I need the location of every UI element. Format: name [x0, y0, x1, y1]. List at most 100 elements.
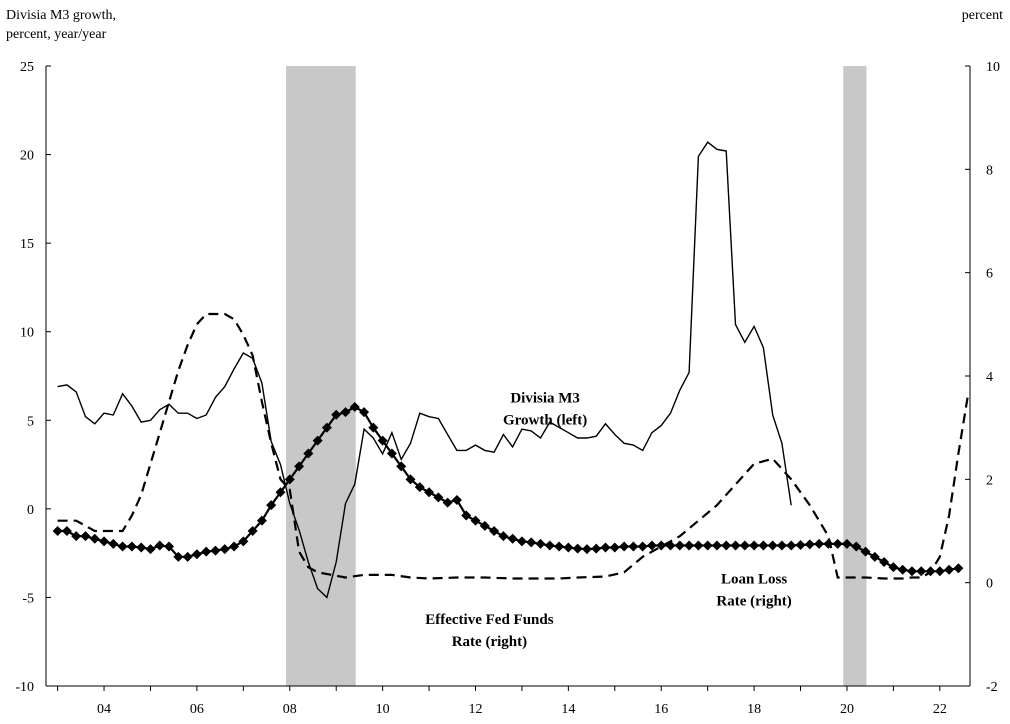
data-point-fedfunds [776, 540, 787, 551]
data-point-fedfunds [284, 474, 295, 485]
data-point-fedfunds [182, 551, 193, 562]
data-point-fedfunds [832, 538, 843, 549]
data-point-fedfunds [544, 540, 555, 551]
right-tick-label: 6 [986, 267, 993, 282]
data-point-fedfunds [674, 540, 685, 551]
recession-band-0 [286, 66, 356, 686]
data-point-fedfunds [349, 402, 360, 412]
data-point-fedfunds [581, 544, 592, 555]
data-point-fedfunds [201, 546, 212, 557]
data-point-fedfunds [331, 409, 342, 420]
data-point-fedfunds [52, 526, 63, 536]
data-point-fedfunds [711, 540, 722, 551]
data-point-fedfunds [879, 557, 890, 567]
data-point-fedfunds [693, 540, 704, 551]
data-point-fedfunds [897, 564, 908, 575]
annotation-0-line-1: Growth (left) [503, 413, 587, 429]
data-point-fedfunds [554, 541, 565, 552]
x-tick-label: 10 [376, 702, 390, 717]
x-tick-label: 08 [283, 702, 297, 717]
series-line-loanloss [57, 312, 969, 580]
data-point-fedfunds [424, 487, 435, 498]
data-point-fedfunds [749, 540, 760, 551]
data-point-fedfunds [210, 545, 221, 556]
data-point-fedfunds [312, 435, 323, 446]
data-point-fedfunds [814, 538, 825, 549]
data-point-fedfunds [99, 536, 110, 547]
data-point-fedfunds [154, 540, 165, 551]
data-point-fedfunds [136, 542, 147, 553]
data-point-fedfunds [619, 541, 630, 552]
data-point-fedfunds [61, 526, 72, 536]
data-point-fedfunds [758, 540, 769, 551]
data-point-fedfunds [944, 564, 955, 575]
data-point-fedfunds [563, 542, 574, 553]
data-point-fedfunds [860, 546, 871, 557]
data-point-fedfunds [145, 544, 156, 555]
left-tick-label: 10 [20, 326, 34, 341]
data-point-fedfunds [247, 526, 258, 536]
data-point-fedfunds [108, 538, 119, 549]
data-point-fedfunds [507, 533, 518, 544]
data-point-fedfunds [591, 543, 602, 554]
data-point-fedfunds [646, 540, 657, 551]
annotation-0-line-0: Divisia M3 [510, 391, 580, 407]
data-point-fedfunds [916, 566, 927, 577]
left-tick-label: 0 [27, 503, 34, 518]
data-point-fedfunds [229, 541, 240, 552]
data-point-fedfunds [173, 551, 184, 562]
data-point-fedfunds [804, 539, 815, 550]
data-point-fedfunds [340, 407, 351, 418]
x-tick-label: 20 [840, 702, 854, 717]
data-point-fedfunds [609, 542, 620, 553]
data-point-fedfunds [164, 541, 175, 552]
right-tick-label: 0 [986, 577, 993, 592]
left-tick-label: -5 [22, 591, 34, 606]
series [52, 141, 969, 599]
data-point-fedfunds [117, 541, 128, 552]
data-point-fedfunds [489, 526, 500, 536]
data-point-fedfunds [470, 515, 481, 526]
data-point-fedfunds [572, 543, 583, 554]
x-tick-label: 14 [561, 702, 575, 717]
data-point-fedfunds [888, 562, 899, 573]
annotation-2-line-1: Rate (right) [716, 593, 791, 609]
x-tick-label: 06 [190, 702, 204, 717]
data-point-fedfunds [294, 461, 305, 472]
data-point-fedfunds [841, 538, 852, 549]
data-point-fedfunds [656, 540, 667, 551]
data-point-fedfunds [795, 539, 806, 550]
annotation-1-line-0: Effective Fed Funds [425, 612, 553, 628]
data-point-fedfunds [953, 563, 964, 574]
data-point-fedfunds [637, 541, 648, 552]
data-point-fedfunds [71, 531, 82, 542]
data-point-fedfunds [405, 474, 416, 485]
annotations: Divisia M3 Growth (left) Effective Fed Fun… [425, 391, 792, 650]
right-tick-label: 10 [986, 60, 1000, 75]
data-point-fedfunds [386, 448, 397, 459]
data-point-fedfunds [321, 422, 332, 433]
data-point-fedfunds [377, 435, 388, 446]
axes [45, 66, 971, 687]
left-axis-title-line2: percent, year/year [6, 27, 107, 42]
x-tick-label: 16 [654, 702, 668, 717]
x-tick-label: 22 [933, 702, 947, 717]
left-axis-title-line1: Divisia M3 growth, [6, 8, 116, 23]
data-point-fedfunds [126, 541, 137, 552]
annotation-2-line-0: Loan Loss [721, 571, 787, 587]
data-point-fedfunds [739, 540, 750, 551]
data-point-fedfunds [851, 541, 862, 552]
data-point-fedfunds [266, 500, 277, 511]
data-point-fedfunds [730, 540, 741, 551]
recession-bands [286, 66, 867, 686]
data-point-fedfunds [479, 520, 490, 531]
data-point-fedfunds [275, 487, 286, 498]
data-point-fedfunds [906, 566, 917, 577]
data-point-fedfunds [600, 542, 611, 553]
recession-band-1 [843, 66, 867, 686]
data-point-fedfunds [869, 551, 880, 562]
data-point-fedfunds [219, 544, 230, 555]
